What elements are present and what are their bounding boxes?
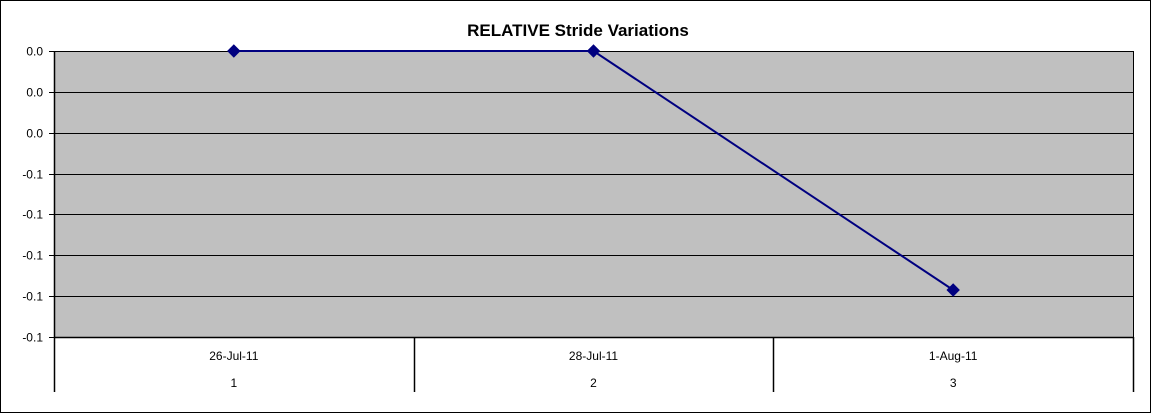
axes: 0.0 0.0 0.0 -0.1 -0.1 -0.1 -0.1 -0.1 26-Jul-11 1 2…	[22, 45, 1135, 392]
x-tick-label-date: 28-Jul-11	[569, 349, 618, 363]
chart-title: RELATIVE Stride Variations	[467, 21, 689, 40]
plot-background	[54, 51, 1133, 337]
plot-area	[54, 51, 1133, 338]
y-tick-label: -0.1	[22, 290, 43, 304]
y-tick-label: -0.1	[22, 168, 43, 182]
series-layer	[227, 44, 960, 297]
y-tick-label: -0.1	[22, 249, 43, 263]
y-tick-label: -0.1	[22, 331, 43, 345]
y-tick-label: 0.0	[26, 86, 43, 100]
data-point-marker	[586, 44, 601, 58]
y-tick-label: -0.1	[22, 208, 43, 222]
x-tick-label-date: 1-Aug-11	[929, 349, 978, 363]
data-point-marker	[227, 44, 241, 58]
x-tick-label-date: 26-Jul-11	[209, 349, 258, 363]
y-tick-label: 0.0	[26, 127, 43, 141]
x-tick-label-index: 1	[230, 376, 237, 390]
x-tick-label-index: 3	[950, 376, 957, 390]
x-tick-label-index: 2	[590, 376, 597, 390]
y-tick-label: 0.0	[26, 45, 43, 59]
data-point-marker	[946, 283, 960, 297]
